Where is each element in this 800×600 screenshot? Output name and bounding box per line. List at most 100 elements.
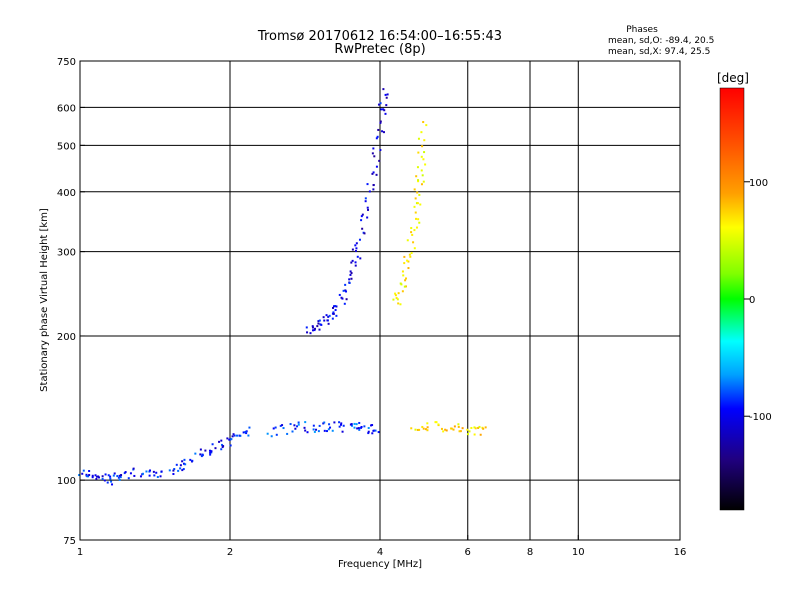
data-point (355, 247, 358, 250)
data-point (372, 184, 375, 187)
data-point (367, 432, 370, 435)
data-point (415, 175, 418, 178)
data-point (282, 427, 285, 430)
data-point (417, 180, 420, 183)
colorbar: [deg] 100 0 -100 (717, 71, 772, 511)
data-point (372, 188, 375, 191)
data-point (335, 314, 338, 317)
data-point (129, 472, 132, 475)
data-point (350, 272, 353, 275)
data-point (326, 430, 329, 433)
data-point (367, 208, 370, 211)
x-tick-label: 16 (674, 547, 687, 558)
data-point (338, 425, 341, 428)
data-point (181, 469, 184, 472)
x-tick-label: 2 (227, 547, 233, 558)
data-point (231, 435, 234, 438)
data-point (366, 206, 369, 209)
data-point (172, 469, 175, 472)
data-point (363, 425, 366, 428)
data-point (394, 294, 397, 297)
data-point (375, 165, 378, 168)
data-point (266, 432, 269, 435)
data-point (328, 314, 331, 317)
data-point (466, 428, 469, 431)
data-point (173, 468, 176, 471)
data-point (467, 433, 470, 436)
data-point (383, 109, 386, 112)
data-point (376, 135, 379, 138)
data-point (415, 226, 418, 229)
data-point (221, 446, 224, 449)
data-point (242, 431, 245, 434)
x-tick-label: 10 (572, 547, 585, 558)
data-point (82, 469, 85, 472)
data-point (363, 232, 366, 235)
data-point (375, 137, 378, 140)
colorbar-tick-label: 0 (749, 295, 755, 306)
data-point (119, 476, 122, 479)
data-point (238, 434, 241, 437)
data-point (332, 312, 335, 315)
data-point (382, 88, 385, 91)
data-point (354, 264, 357, 267)
data-point (372, 429, 375, 432)
data-point (109, 475, 112, 478)
data-point (312, 424, 315, 427)
data-point (286, 432, 289, 435)
data-point (181, 460, 184, 463)
data-point (199, 453, 202, 456)
data-point (349, 270, 352, 273)
data-point (210, 450, 213, 453)
data-point (348, 278, 351, 281)
data-point (293, 424, 296, 427)
plot-grid (80, 61, 680, 540)
data-point (230, 438, 233, 441)
data-point (211, 443, 214, 446)
data-point (274, 426, 277, 429)
data-point (377, 103, 380, 106)
data-point (305, 326, 308, 329)
data-point (315, 428, 318, 431)
data-point (358, 238, 361, 241)
data-point (317, 430, 320, 433)
data-point (416, 202, 419, 205)
data-point (345, 298, 348, 301)
data-point (404, 285, 407, 288)
data-point (209, 453, 212, 456)
data-point (104, 473, 107, 476)
data-point (434, 421, 437, 424)
data-point (474, 427, 477, 430)
data-point (421, 425, 424, 428)
data-point (116, 475, 119, 478)
data-point (403, 262, 406, 265)
data-point (361, 213, 364, 216)
data-point (418, 221, 421, 224)
data-point (350, 423, 353, 426)
data-point (423, 139, 426, 142)
data-point (338, 293, 341, 296)
data-point (329, 426, 332, 429)
data-point (214, 447, 217, 450)
data-point (382, 108, 385, 111)
y-tick-label: 200 (57, 332, 76, 343)
data-point (123, 472, 126, 475)
data-point (313, 329, 316, 332)
data-point (323, 429, 326, 432)
data-point (482, 427, 485, 430)
data-point (437, 423, 440, 426)
data-point (220, 448, 223, 451)
data-point (385, 96, 388, 99)
data-point (408, 253, 411, 256)
data-point (379, 120, 382, 123)
data-point (110, 480, 113, 483)
data-point (403, 285, 406, 288)
data-point (372, 147, 375, 150)
data-point (419, 203, 422, 206)
data-point (345, 290, 348, 293)
data-point (424, 428, 427, 431)
data-point (323, 421, 326, 424)
data-point (341, 297, 344, 300)
data-point (412, 241, 415, 244)
data-point (397, 302, 400, 305)
